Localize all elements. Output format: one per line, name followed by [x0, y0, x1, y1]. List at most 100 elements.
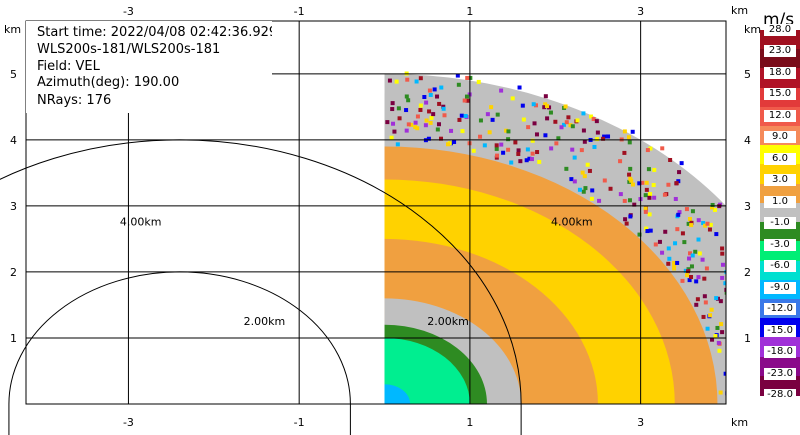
azimuth-text: Azimuth(deg): 190.00	[37, 75, 180, 90]
noise-pixel	[490, 117, 495, 122]
noise-pixel	[724, 287, 726, 292]
noise-pixel	[439, 136, 444, 141]
noise-pixel	[695, 297, 700, 302]
noise-pixel	[652, 195, 657, 200]
noise-pixel	[535, 150, 540, 155]
noise-pixel	[413, 125, 418, 130]
colorbar-label: -23.0	[764, 367, 796, 380]
noise-pixel	[653, 242, 658, 247]
x-tick-label-bottom: -1	[294, 416, 305, 429]
noise-pixel	[414, 79, 419, 84]
noise-pixel	[630, 129, 635, 134]
noise-pixel	[637, 181, 642, 186]
noise-pixel	[723, 371, 726, 376]
noise-pixel	[717, 348, 722, 353]
noise-pixel	[385, 120, 390, 125]
noise-pixel	[684, 207, 689, 212]
noise-pixel	[720, 246, 725, 251]
noise-pixel	[518, 159, 523, 164]
noise-pixel	[506, 129, 511, 134]
noise-pixel	[668, 157, 673, 162]
noise-pixel	[595, 137, 600, 142]
noise-pixel	[705, 221, 710, 226]
y-tick-label-left: 4	[10, 134, 17, 147]
noise-pixel	[727, 290, 731, 294]
noise-pixel	[390, 107, 395, 112]
noise-pixel	[441, 106, 446, 111]
noise-pixel	[701, 221, 706, 226]
noise-pixel	[542, 105, 547, 110]
noise-pixel	[510, 96, 515, 101]
noise-pixel	[643, 206, 648, 211]
noise-pixel	[563, 104, 568, 109]
x-tick-label-top: 1	[466, 5, 473, 18]
noise-pixel	[700, 257, 705, 262]
noise-pixel	[720, 330, 725, 335]
noise-pixel	[597, 198, 602, 203]
noise-pixel	[686, 267, 691, 272]
noise-pixel	[478, 134, 483, 139]
range-ring	[8, 271, 351, 405]
y-tick-label-left: 1	[10, 332, 17, 345]
noise-pixel	[485, 112, 490, 117]
noise-pixel	[534, 103, 539, 108]
noise-pixel	[704, 266, 709, 271]
noise-pixel	[674, 181, 679, 186]
noise-pixel	[735, 332, 739, 336]
y-tick-label-right: 4	[744, 134, 751, 147]
noise-pixel	[732, 266, 736, 270]
colorbar-label: 3.0	[764, 174, 796, 187]
noise-pixel	[718, 390, 723, 395]
x-tick-label-bottom: -3	[123, 416, 134, 429]
noise-pixel	[618, 192, 623, 197]
noise-pixel	[582, 139, 587, 144]
noise-pixel	[648, 192, 653, 197]
noise-pixel	[672, 266, 677, 271]
noise-pixel	[589, 196, 594, 201]
unit-label-top-right: km	[731, 4, 748, 17]
noise-pixel	[710, 337, 715, 342]
noise-pixel	[736, 300, 740, 304]
noise-pixel	[662, 192, 667, 197]
colorbar-label: -18.0	[764, 346, 796, 359]
noise-pixel	[394, 79, 399, 84]
noise-pixel	[660, 146, 665, 151]
noise-pixel	[476, 79, 481, 84]
noise-pixel	[585, 162, 590, 167]
noise-pixel	[640, 180, 645, 185]
noise-pixel	[462, 98, 467, 103]
y-tick-label-left: 2	[10, 266, 17, 279]
noise-pixel	[460, 129, 465, 134]
noise-pixel	[623, 217, 628, 222]
noise-pixel	[755, 386, 759, 390]
noise-pixel	[752, 351, 756, 355]
noise-pixel	[495, 153, 500, 158]
range-ring-label: 2.00km	[427, 315, 469, 328]
noise-pixel	[465, 75, 470, 80]
range-ring-label: 4.00km	[551, 216, 593, 229]
noise-pixel	[465, 98, 470, 103]
noise-pixel	[739, 249, 743, 253]
noise-pixel	[516, 148, 521, 153]
noise-pixel	[553, 119, 558, 124]
noise-pixel	[418, 103, 423, 108]
noise-pixel	[702, 276, 707, 281]
noise-pixel	[687, 278, 692, 283]
noise-pixel	[409, 122, 414, 127]
noise-pixel	[645, 229, 650, 234]
noise-pixel	[734, 399, 738, 403]
noise-pixel	[663, 229, 668, 234]
noise-pixel	[679, 161, 684, 166]
noise-pixel	[471, 148, 476, 153]
noise-pixel	[745, 229, 749, 233]
axis-ticks: -3 -3 -1 -1 1 1 3 3 1 1 2 2 3 3 4 4 5 5 km km km km	[4, 4, 761, 429]
range-rings: 2.00km 2.00km 4.00km 4.00km	[0, 139, 593, 435]
noise-pixel	[428, 120, 433, 125]
noise-pixel	[424, 100, 429, 105]
noise-pixel	[516, 151, 521, 156]
noise-pixel	[686, 221, 691, 226]
noise-pixel	[646, 167, 651, 172]
noise-pixel	[537, 159, 542, 164]
noise-pixel	[689, 274, 694, 279]
noise-pixel	[725, 205, 726, 210]
